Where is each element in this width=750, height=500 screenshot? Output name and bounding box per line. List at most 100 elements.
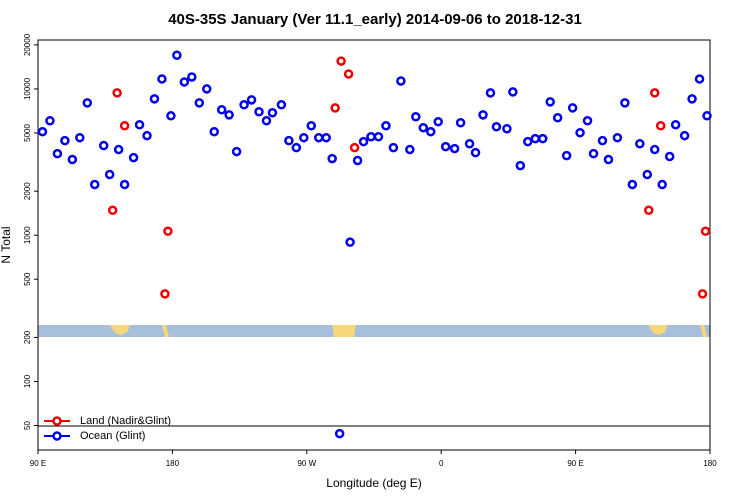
point (433, 116, 443, 127)
y-tick-label: 100 (23, 374, 32, 388)
point (37, 126, 48, 137)
legend-label: Land (Nadir&Glint) (80, 415, 171, 427)
point (515, 160, 526, 171)
point (418, 122, 429, 133)
point (163, 226, 173, 236)
point (119, 121, 130, 131)
point (649, 144, 660, 155)
point (664, 151, 675, 162)
point (694, 74, 705, 84)
y-tick-label: 50 (23, 421, 32, 430)
land-shape (648, 325, 668, 335)
point (530, 133, 541, 144)
point (276, 100, 287, 110)
point (649, 88, 660, 98)
point (67, 154, 78, 165)
point (700, 226, 711, 236)
point (75, 132, 85, 143)
point (52, 148, 63, 159)
point (620, 98, 630, 108)
land-shape (332, 325, 356, 337)
point (107, 205, 118, 216)
point (702, 111, 712, 121)
point (373, 131, 384, 142)
point (502, 124, 512, 134)
point (82, 98, 93, 108)
land-shape (700, 325, 707, 337)
point (670, 119, 681, 130)
point (485, 88, 496, 98)
point (470, 147, 481, 158)
point (321, 132, 331, 143)
point (284, 135, 294, 146)
point (113, 144, 124, 155)
point (149, 94, 160, 104)
point (352, 155, 363, 166)
point (336, 56, 346, 66)
point (334, 428, 345, 439)
point (291, 142, 302, 153)
point (405, 144, 415, 155)
x-tick-label: 180 (166, 459, 180, 468)
point (545, 97, 555, 107)
point (142, 130, 152, 141)
point (552, 113, 563, 123)
land-shape (162, 325, 169, 337)
point (45, 115, 55, 126)
point (349, 142, 360, 153)
point (134, 119, 145, 130)
point (396, 76, 406, 86)
point (172, 50, 182, 60)
point (657, 179, 667, 190)
point (327, 153, 337, 164)
x-tick-label: 180 (703, 459, 717, 468)
y-tick-label: 200 (23, 330, 32, 344)
y-tick-label: 10000 (23, 77, 32, 100)
legend-marker (52, 431, 62, 441)
point (239, 100, 249, 110)
point (306, 121, 317, 131)
y-tick-label: 5000 (23, 124, 32, 142)
point (449, 143, 460, 154)
point (567, 103, 578, 113)
point (627, 179, 638, 190)
point (440, 141, 451, 152)
point (216, 105, 227, 115)
point (201, 84, 212, 94)
point (194, 98, 205, 108)
point (89, 179, 100, 190)
point (187, 72, 197, 82)
point (299, 132, 309, 143)
point (254, 107, 264, 117)
point (209, 126, 219, 137)
point (160, 289, 170, 299)
point (411, 112, 421, 122)
legend-marker (52, 416, 62, 426)
point (603, 154, 614, 165)
point (128, 152, 139, 163)
x-axis-label: Longitude (deg E) (326, 476, 421, 490)
plot-frame (37, 39, 711, 451)
point (644, 205, 654, 216)
point (261, 115, 272, 126)
point (687, 94, 697, 104)
point (60, 135, 70, 146)
point (330, 103, 340, 113)
map-strip (38, 325, 710, 337)
point (561, 150, 572, 161)
y-tick-label: 20000 (23, 33, 32, 56)
y-tick-label: 2000 (23, 182, 32, 200)
point (231, 146, 242, 157)
chart-title: 40S-35S January (Ver 11.1_early) 2014-09… (168, 11, 582, 28)
x-tick-label: 90 E (567, 459, 583, 468)
point (679, 130, 690, 141)
point (98, 140, 109, 151)
point (119, 179, 130, 190)
point (267, 108, 278, 118)
point (381, 121, 391, 131)
point (455, 118, 466, 128)
point (464, 138, 475, 149)
point (366, 131, 376, 142)
